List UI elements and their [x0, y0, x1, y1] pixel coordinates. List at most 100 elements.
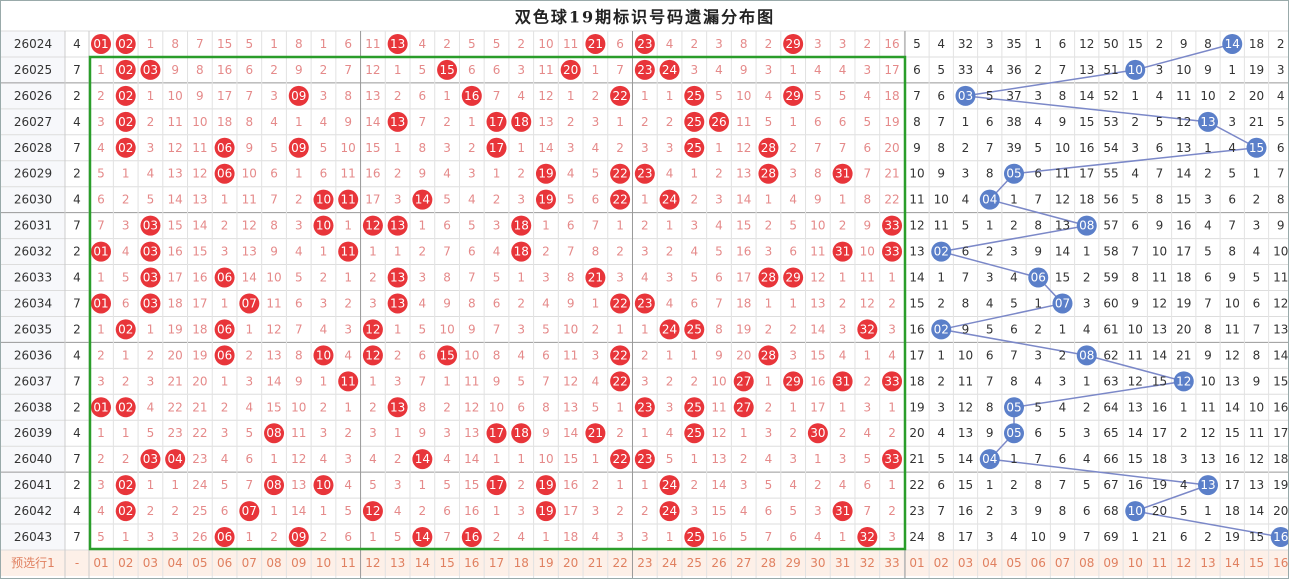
footer-red-number: 08: [266, 556, 281, 570]
blue-ball: [979, 449, 1000, 470]
red-omission: 2: [740, 452, 748, 466]
red-omission: 1: [789, 296, 797, 310]
blue-omission: 6: [1083, 504, 1091, 518]
period: 26032: [14, 245, 52, 259]
blue-omission: 7: [962, 271, 970, 285]
red-omission: 2: [616, 141, 624, 155]
footer-red-number: 32: [860, 556, 875, 570]
red-omission: 5: [443, 478, 451, 492]
red-ball-number: 11: [341, 245, 356, 259]
red-omission: 5: [814, 89, 822, 103]
blue-ball: [1076, 345, 1097, 366]
blue-omission: 4: [1083, 452, 1091, 466]
red-omission: 5: [765, 115, 773, 129]
red-omission: 2: [394, 452, 402, 466]
blue-omission: 5: [1059, 426, 1067, 440]
blue-omission: 4: [986, 63, 994, 77]
red-omission: 6: [320, 167, 328, 181]
red-omission: 2: [690, 478, 698, 492]
red-omission: 2: [394, 348, 402, 362]
red-omission: 2: [443, 37, 451, 51]
red-omission: 2: [221, 219, 229, 233]
red-ball: [610, 163, 631, 184]
red-omission: 11: [266, 296, 281, 310]
footer-red-number: 27: [736, 556, 751, 570]
red-omission: 1: [542, 219, 550, 233]
red-omission: 9: [542, 426, 550, 440]
red-ball: [288, 527, 309, 548]
red-omission: 3: [814, 504, 822, 518]
blue-omission: 1: [962, 115, 970, 129]
blue-omission: 5: [1034, 400, 1042, 414]
red-omission: 20: [168, 348, 183, 362]
blue-omission: 2: [1156, 37, 1164, 51]
blue-omission: 11: [1249, 426, 1264, 440]
red-omission: 9: [295, 63, 303, 77]
red-omission: 2: [690, 193, 698, 207]
red-omission: 19: [736, 322, 751, 336]
footer-red-number: 28: [761, 556, 776, 570]
red-omission: 3: [517, 193, 525, 207]
red-omission: 1: [592, 63, 600, 77]
red-omission: 15: [810, 348, 825, 362]
red-omission: 1: [592, 452, 600, 466]
red-omission: 1: [97, 426, 105, 440]
red-ball: [783, 267, 804, 288]
red-omission: 18: [736, 296, 751, 310]
red-omission: 3: [517, 63, 525, 77]
blue-omission: 10: [1249, 400, 1264, 414]
blue-omission: 12: [1055, 193, 1070, 207]
blue-omission: 8: [937, 141, 945, 155]
blue-omission: 7: [1059, 478, 1067, 492]
red-omission: 15: [217, 37, 232, 51]
blue-omission: 7: [937, 504, 945, 518]
blue-omission: 13: [1128, 400, 1143, 414]
red-omission: 3: [97, 374, 105, 388]
red-omission: 6: [270, 167, 278, 181]
red-ball: [882, 241, 903, 262]
blue-omission: 54: [1103, 141, 1118, 155]
blue-omission: 9: [937, 167, 945, 181]
red-omission: 5: [839, 89, 847, 103]
blue-omission: 4: [1131, 167, 1139, 181]
red-omission: 4: [666, 426, 674, 440]
red-omission: 2: [517, 296, 525, 310]
blue-ball: [1198, 475, 1218, 496]
blue-ball-number: 04: [982, 452, 997, 466]
red-ball: [684, 137, 705, 158]
blue-omission: 10: [1152, 245, 1167, 259]
blue-ball: [955, 85, 976, 106]
blue-omission: 6: [1059, 37, 1067, 51]
red-omission: 6: [592, 193, 600, 207]
red-omission: 1: [320, 37, 328, 51]
blue-omission: 8: [986, 400, 994, 414]
red-omission: 7: [419, 115, 427, 129]
red-omission: 3: [567, 141, 575, 155]
blue-omission: 2: [1204, 167, 1212, 181]
red-omission: 6: [493, 296, 501, 310]
red-omission: 10: [464, 348, 479, 362]
red-omission: 2: [690, 37, 698, 51]
blue-omission: 6: [1156, 141, 1164, 155]
blue-omission: 15: [1225, 426, 1240, 440]
blue-omission: 5: [986, 89, 994, 103]
red-ball-number: 25: [687, 530, 702, 544]
blue-omission: 1: [1034, 296, 1042, 310]
red-ball-number: 25: [687, 141, 702, 155]
red-omission: 8: [196, 63, 204, 77]
red-omission: 9: [493, 374, 501, 388]
red-omission: 4: [344, 478, 352, 492]
blue-omission: 5: [937, 63, 945, 77]
red-ball-number: 02: [118, 400, 133, 414]
red-ball: [214, 137, 235, 158]
red-ball: [214, 527, 235, 548]
red-ball-number: 13: [390, 115, 405, 129]
blue-ball-number: 14: [1225, 37, 1240, 51]
blue-omission: 4: [1034, 115, 1042, 129]
red-omission: 11: [192, 141, 207, 155]
red-ball-number: 28: [761, 141, 776, 155]
red-omission: 8: [542, 400, 550, 414]
red-ball: [634, 293, 655, 314]
red-omission: 3: [147, 141, 155, 155]
red-ball: [214, 345, 235, 366]
